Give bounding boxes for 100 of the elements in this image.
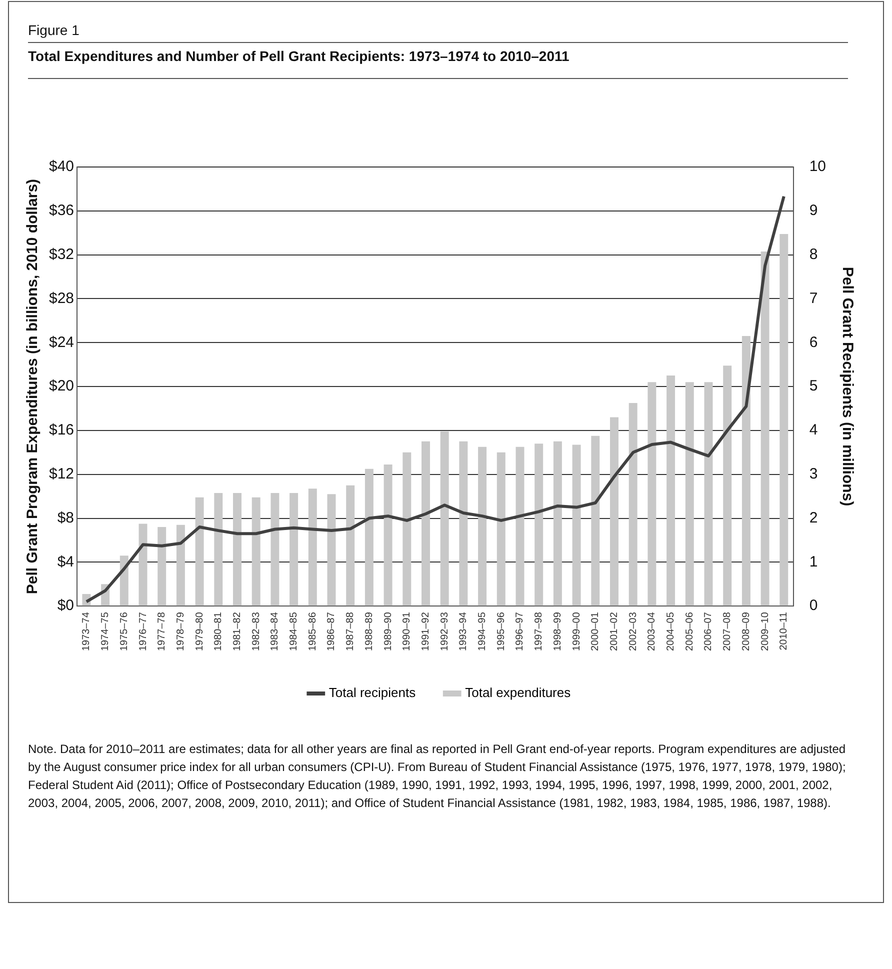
y-tick-label: $20	[48, 378, 74, 395]
x-tick-label: 2000–01	[590, 612, 602, 652]
chart-title: Total Expenditures and Number of Pell Grant Recipients: 1973–1974 to 2010–2011	[28, 48, 848, 79]
bar	[290, 493, 298, 606]
bar	[572, 444, 581, 606]
x-tick-label: 2008–09	[740, 612, 752, 652]
bar	[723, 366, 732, 606]
x-tick-label: 2010–11	[778, 612, 790, 650]
x-tick-label: 1989–90	[382, 612, 394, 652]
y2-tick-label: 3	[809, 465, 818, 482]
bar	[704, 382, 713, 606]
bar	[742, 336, 750, 606]
bar	[610, 417, 618, 606]
bar	[648, 382, 656, 606]
y2-tick-label: 10	[809, 158, 826, 176]
y2-tick-label: 5	[809, 378, 818, 395]
legend-label: Total expenditures	[465, 685, 572, 700]
x-tick-label: 1988–89	[364, 612, 375, 652]
x-tick-label: 1990–91	[402, 612, 413, 652]
x-tick-label: 1978–79	[175, 612, 186, 652]
y2-tick-label: 8	[809, 246, 818, 263]
bar	[440, 432, 449, 606]
x-tick-label: 1983–84	[270, 612, 281, 652]
bar	[402, 452, 412, 606]
y2-tick-label: 0	[809, 597, 818, 614]
bar	[666, 376, 676, 606]
y-tick-label: $12	[48, 465, 74, 482]
x-tick-label: 1994–95	[477, 612, 488, 652]
bar	[252, 497, 260, 606]
bar	[270, 493, 280, 606]
bar	[516, 446, 524, 606]
x-tick-label: 1997–98	[534, 612, 545, 652]
y2-tick-label: 9	[809, 202, 818, 220]
bar	[685, 382, 694, 606]
y-tick-label: $0	[57, 597, 74, 614]
x-tick-label: 1979–80	[194, 612, 206, 652]
y-tick-label: $24	[48, 334, 74, 351]
bar	[214, 493, 223, 606]
x-tick-label: 2006–07	[703, 612, 714, 652]
bar	[176, 524, 185, 606]
x-tick-label: 1985–86	[307, 612, 318, 652]
x-tick-label: 1973–74	[81, 612, 92, 652]
bar	[422, 441, 430, 606]
x-tick-label: 2009–10	[760, 612, 771, 652]
x-tick-label: 2001–02	[608, 612, 620, 652]
bar	[138, 524, 148, 606]
x-tick-label: 2005–06	[684, 612, 696, 652]
y2-tick-label: 6	[809, 334, 818, 351]
y-tick-label: $40	[48, 158, 74, 176]
y-tick-label: $8	[57, 509, 74, 526]
y2-axis-title: Pell Grant Recipients (in millions)	[838, 266, 856, 506]
x-tick-label: 1980–81	[213, 612, 224, 652]
x-tick-label: 1975–76	[118, 612, 130, 652]
bar	[628, 403, 638, 606]
x-tick-label: 1982–83	[250, 612, 262, 652]
caption: Figure 1	[28, 22, 848, 43]
x-tick-label: 2007–08	[722, 612, 734, 652]
y-tick-label: $32	[48, 246, 74, 263]
y-tick-label: $36	[48, 202, 74, 220]
bar	[459, 441, 468, 606]
x-tick-label: 2002–03	[628, 612, 639, 652]
y2-tick-label: 4	[809, 422, 818, 439]
x-tick-label: 1992–93	[439, 612, 450, 652]
bar	[308, 488, 317, 606]
x-tick-label: 2004–05	[666, 612, 677, 652]
bar	[760, 252, 770, 606]
x-tick-label: 1984–85	[288, 612, 300, 652]
bar	[591, 436, 600, 606]
x-tick-label: 1996–97	[514, 612, 526, 652]
bar	[780, 234, 788, 606]
x-tick-label: 1995–96	[496, 612, 507, 652]
x-tick-label: 1998–99	[552, 612, 564, 652]
y2-tick-label: 2	[809, 509, 818, 526]
bar	[195, 497, 204, 606]
bar	[233, 493, 242, 606]
y2-tick-label: 1	[809, 553, 818, 570]
bar	[496, 452, 506, 606]
text: Note. Data for 2010–2011 are estimates; data for all other years are final as reported in Pell Grant end-of-year reports. Program expenditures are adjusted by the August consumer price index for all urban consumers (CPI-U). From Bureau of Student Financial Assistance (1975, 1976, 1977, 1978, 1979, 1980); Federal Student Aid (2011); Office of Postsecondary Education (1989, 1990, 1991, 1992, 1993, 1994, 1995, 1996, 1997, 1998, 1999, 2000, 2001, 2002, 2003, 2004, 2005, 2006, 2007, 2008, 2009, 2010, 2011); and Office of Student Financial Assistance (1981, 1982, 1983, 1984, 1985, 1986, 1987, 1988).	[28, 741, 847, 812]
y-tick-label: $4	[57, 553, 74, 570]
bar	[346, 485, 355, 606]
x-tick-label: 1999–00	[571, 612, 582, 652]
x-tick-label: 1977–78	[156, 612, 168, 652]
x-tick-label: 1993–94	[458, 612, 470, 652]
x-tick-label: 1991–92	[420, 612, 432, 652]
x-tick-label: 1986–87	[326, 612, 338, 652]
bar	[327, 494, 336, 606]
y2-tick-label: 7	[809, 290, 818, 307]
bar	[364, 468, 374, 606]
bar	[384, 464, 392, 606]
x-tick-label: 1974–75	[100, 612, 112, 652]
x-tick-label: 1976–77	[138, 612, 149, 652]
x-tick-label: 2003–04	[646, 612, 658, 652]
x-tick-label: 1981–82	[232, 612, 243, 652]
bar	[478, 446, 487, 606]
bar	[120, 556, 128, 606]
y-tick-label: $16	[48, 422, 74, 439]
bar	[534, 444, 544, 606]
bar	[553, 441, 562, 606]
y-tick-label: $28	[48, 290, 74, 307]
y-axis-title: Pell Grant Program Expenditures (in billions, 2010 dollars)	[24, 178, 42, 594]
